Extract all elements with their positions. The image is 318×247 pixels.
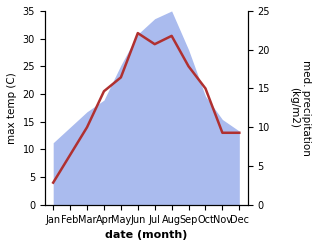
Y-axis label: med. precipitation
(kg/m2): med. precipitation (kg/m2) — [289, 60, 311, 156]
X-axis label: date (month): date (month) — [105, 230, 187, 240]
Y-axis label: max temp (C): max temp (C) — [7, 72, 17, 144]
